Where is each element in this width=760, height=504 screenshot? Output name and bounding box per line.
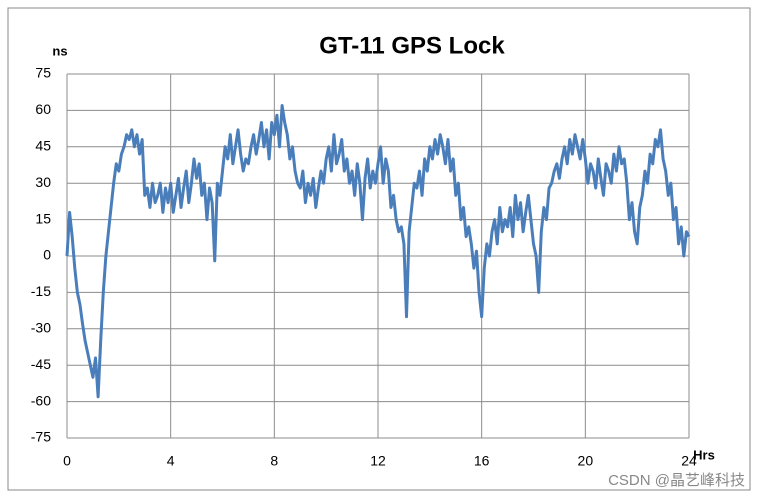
y-tick-label: 15 bbox=[35, 210, 51, 226]
x-axis-label: Hrs bbox=[693, 447, 715, 462]
y-tick-label: 45 bbox=[35, 138, 51, 154]
y-tick-label: 0 bbox=[43, 247, 51, 263]
y-tick-label: -15 bbox=[31, 283, 51, 299]
y-tick-label: -60 bbox=[31, 392, 51, 408]
y-tick-label: -75 bbox=[31, 429, 51, 445]
chart-border bbox=[7, 7, 751, 491]
x-tick-label: 20 bbox=[578, 453, 594, 469]
y-tick-label: -30 bbox=[31, 320, 51, 336]
y-tick-label: 30 bbox=[35, 174, 51, 190]
x-tick-label: 16 bbox=[474, 453, 490, 469]
x-tick-label: 4 bbox=[167, 453, 175, 469]
watermark: CSDN @晶艺峰科技 bbox=[608, 472, 745, 489]
x-tick-label: 0 bbox=[63, 453, 71, 469]
y-tick-label: 60 bbox=[35, 101, 51, 117]
x-tick-label: 12 bbox=[370, 453, 386, 469]
x-tick-label: 24 bbox=[681, 453, 697, 469]
data-line bbox=[65, 104, 691, 399]
y-tick-label: -45 bbox=[31, 356, 51, 372]
y-tick-label: 75 bbox=[35, 65, 51, 81]
chart-title: GT-11 GPS Lock bbox=[319, 32, 505, 59]
y-axis-label: ns bbox=[52, 43, 67, 58]
x-tick-label: 8 bbox=[270, 453, 278, 469]
